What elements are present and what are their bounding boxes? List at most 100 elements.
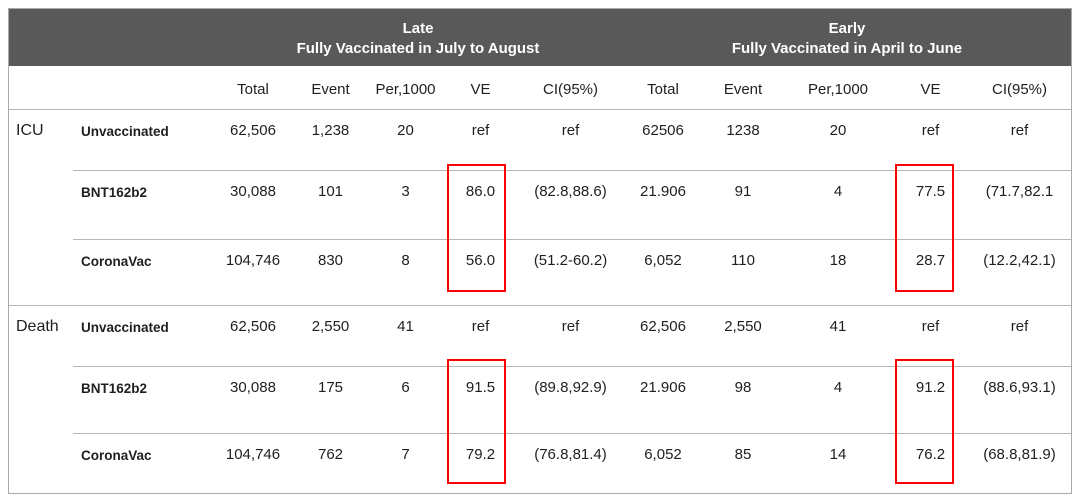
col-header-per1000-early: Per,1000 <box>807 81 869 98</box>
table-row-icu-bnt162b2: BNT162b2 30,088 101 3 86.0 (82.8,88.6) 2… <box>9 170 1071 239</box>
outcome-label <box>9 366 73 433</box>
early-group-header: Early Fully Vaccinated in April to June <box>623 9 1071 66</box>
cell: 6 <box>368 366 443 433</box>
col-header-ve-late: VE <box>470 81 491 98</box>
table-row-icu-unvaccinated: ICU Unvaccinated 62,506 1,238 20 ref ref… <box>9 109 1071 170</box>
early-period-label: Early <box>828 19 866 37</box>
late-subtitle: Fully Vaccinated in July to August <box>296 39 540 57</box>
cell: 62506 <box>642 122 684 139</box>
cell: 1238 <box>726 122 760 139</box>
cell: 1,238 <box>311 122 350 139</box>
cell: 56.0 <box>443 239 518 305</box>
cell: (51.2-60.2) <box>518 239 623 305</box>
cell: (68.8,81.9) <box>968 433 1071 497</box>
table-row-death-unvaccinated: Death Unvaccinated 62,506 2,550 41 ref r… <box>9 305 1071 366</box>
cell: (82.8,88.6) <box>518 170 623 239</box>
table-row-death-coronavac: CoronaVac 104,746 762 7 79.2 (76.8,81.4)… <box>9 433 1071 497</box>
cell: 20 <box>397 122 414 139</box>
cell: 4 <box>783 170 893 239</box>
cell: (89.8,92.9) <box>518 366 623 433</box>
cell: 77.5 <box>893 170 968 239</box>
cell: 62,506 <box>230 122 276 139</box>
outcome-label <box>9 170 73 239</box>
outcome-label <box>9 239 73 305</box>
cell: 30,088 <box>213 366 293 433</box>
cell: 86.0 <box>443 170 518 239</box>
column-header-row: Total Event Per,1000 VE CI(95%) Total Ev… <box>9 66 1071 109</box>
cell: 2,550 <box>311 318 350 335</box>
col-header-event-late: Event <box>311 81 350 98</box>
col-header-ve-early: VE <box>920 81 941 98</box>
cell: ref <box>471 122 490 139</box>
cell: 21.906 <box>623 170 703 239</box>
ve-highlight-box-death-late <box>447 359 506 484</box>
group-label: Unvaccinated <box>81 320 169 335</box>
cell: 18 <box>783 239 893 305</box>
cell: ref <box>1010 122 1029 139</box>
col-header-total-early: Total <box>647 81 679 98</box>
group-label: Unvaccinated <box>81 124 169 139</box>
cell: 76.2 <box>893 433 968 497</box>
cell: 28.7 <box>893 239 968 305</box>
cell: 101 <box>293 170 368 239</box>
group-label: CoronaVac <box>73 239 213 305</box>
cell: 85 <box>703 433 783 497</box>
cell: 91.2 <box>893 366 968 433</box>
cell: 762 <box>293 433 368 497</box>
cell: 104,746 <box>213 239 293 305</box>
outcome-label: ICU <box>16 122 44 139</box>
cell: 7 <box>368 433 443 497</box>
cell: 104,746 <box>213 433 293 497</box>
table-header-band: Late Fully Vaccinated in July to August … <box>9 9 1071 66</box>
col-header-outcome <box>9 66 73 109</box>
cell: 41 <box>829 318 847 335</box>
cell: 41 <box>397 318 414 335</box>
cell: 98 <box>703 366 783 433</box>
cell: ref <box>561 318 580 335</box>
col-header-ci-late: CI(95%) <box>542 81 598 98</box>
cell: 20 <box>829 122 847 139</box>
cell: 4 <box>783 366 893 433</box>
group-label: CoronaVac <box>73 433 213 497</box>
cell: 3 <box>368 170 443 239</box>
early-subtitle: Fully Vaccinated in April to June <box>731 39 963 57</box>
outcome-label <box>9 433 73 497</box>
cell: (12.2,42.1) <box>968 239 1071 305</box>
cell: ref <box>921 318 940 335</box>
ve-highlight-box-icu-late <box>447 164 506 292</box>
cell: 14 <box>783 433 893 497</box>
cell: (76.8,81.4) <box>518 433 623 497</box>
cell: 6,052 <box>623 433 703 497</box>
cell: (71.7,82.1 <box>968 170 1071 239</box>
ve-highlight-box-death-early <box>895 359 954 484</box>
late-group-header: Late Fully Vaccinated in July to August <box>213 9 623 66</box>
col-header-per1000-late: Per,1000 <box>375 81 436 98</box>
table-row-death-bnt162b2: BNT162b2 30,088 175 6 91.5 (89.8,92.9) 2… <box>9 366 1071 433</box>
cell: 30,088 <box>213 170 293 239</box>
col-header-ci-early: CI(95%) <box>991 81 1047 98</box>
cell: 62,506 <box>640 318 686 335</box>
cell: 6,052 <box>623 239 703 305</box>
cell: 175 <box>293 366 368 433</box>
group-label: BNT162b2 <box>73 366 213 433</box>
vaccine-effectiveness-table: Late Fully Vaccinated in July to August … <box>8 8 1072 494</box>
late-period-label: Late <box>402 19 434 37</box>
col-header-total-late: Total <box>237 81 269 98</box>
group-label: BNT162b2 <box>73 170 213 239</box>
cell: 91.5 <box>443 366 518 433</box>
cell: ref <box>471 318 490 335</box>
cell: ref <box>1010 318 1029 335</box>
cell: 91 <box>703 170 783 239</box>
col-header-group <box>73 66 213 109</box>
cell: 110 <box>703 239 783 305</box>
col-header-event-early: Event <box>723 81 763 98</box>
cell: 2,550 <box>724 318 762 335</box>
outcome-label: Death <box>16 318 59 335</box>
cell: 830 <box>293 239 368 305</box>
cell: 62,506 <box>230 318 276 335</box>
table-row-icu-coronavac: CoronaVac 104,746 830 8 56.0 (51.2-60.2)… <box>9 239 1071 305</box>
cell: (88.6,93.1) <box>968 366 1071 433</box>
cell: 79.2 <box>443 433 518 497</box>
ve-highlight-box-icu-early <box>895 164 954 292</box>
cell: 8 <box>368 239 443 305</box>
